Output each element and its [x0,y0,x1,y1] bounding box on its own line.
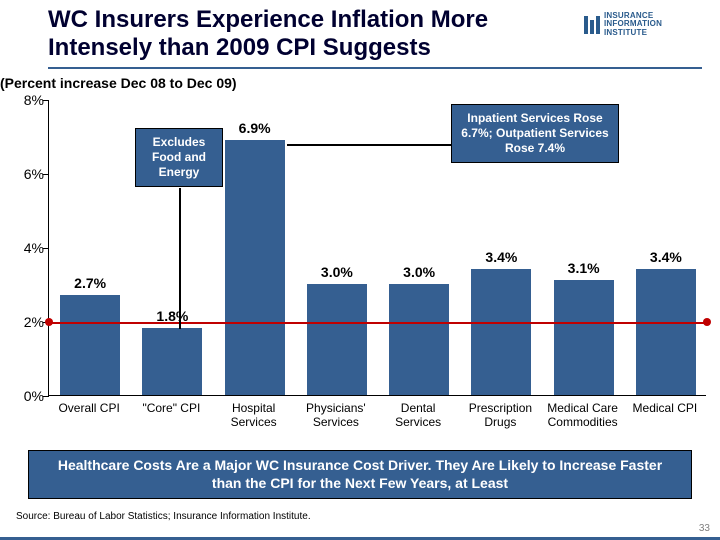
x-tick-label: Physicians' Services [295,398,377,430]
source-text: Source: Bureau of Labor Statistics; Insu… [16,511,311,522]
chart-subtitle: (Percent increase Dec 08 to Dec 09) [0,69,720,91]
callout-connector [287,144,451,146]
y-tick-label: 4% [24,240,44,256]
x-tick-label: Dental Services [377,398,459,430]
logo-line-3: INSTITUTE [604,29,662,37]
bar-value-label: 3.4% [471,249,531,265]
bar-value-label: 3.4% [636,249,696,265]
bar-chart: 0% 2% 4% 6% 8% 2.7% 1.8% 6.9% 3.0% 3.0% 3.4% 3.1% 3… [14,92,706,448]
bar: 3.4% [471,269,531,395]
page-title: WC Insurers Experience Inflation More In… [48,6,584,63]
x-tick-label: Medical CPI [624,398,706,430]
reference-dot [45,318,53,326]
bar: 3.4% [636,269,696,395]
bar-value-label: 3.0% [389,264,449,280]
x-tick-label: Prescription Drugs [459,398,541,430]
bar-value-label: 3.0% [307,264,367,280]
summary-banner: Healthcare Costs Are a Major WC Insuranc… [28,450,692,499]
bar-value-label: 3.1% [554,260,614,276]
reference-line [49,322,710,324]
x-tick-label: Medical Care Commodities [542,398,624,430]
page-number: 33 [699,523,710,534]
x-tick-label: Hospital Services [213,398,295,430]
bar: 3.0% [307,284,367,395]
y-tick-label: 6% [24,166,44,182]
iii-logo: INSURANCE INFORMATION INSTITUTE [584,12,702,37]
reference-dot [703,318,711,326]
y-tick-label: 2% [24,314,44,330]
callout-connector [179,188,181,329]
y-tick-label: 8% [24,92,44,108]
bar-value-label: 6.9% [225,120,285,136]
bar: 6.9% [225,140,285,395]
bar: 2.7% [60,295,120,395]
bar-value-label: 2.7% [60,275,120,291]
bar: 3.0% [389,284,449,395]
x-tick-label: Overall CPI [48,398,130,430]
x-tick-label: "Core" CPI [130,398,212,430]
bar: 1.8% [142,328,202,395]
y-tick-label: 0% [24,388,44,404]
bar: 3.1% [554,280,614,395]
callout-inpatient: Inpatient Services Rose 6.7%; Outpatient… [451,104,619,163]
callout-excludes: Excludes Food and Energy [135,128,223,187]
